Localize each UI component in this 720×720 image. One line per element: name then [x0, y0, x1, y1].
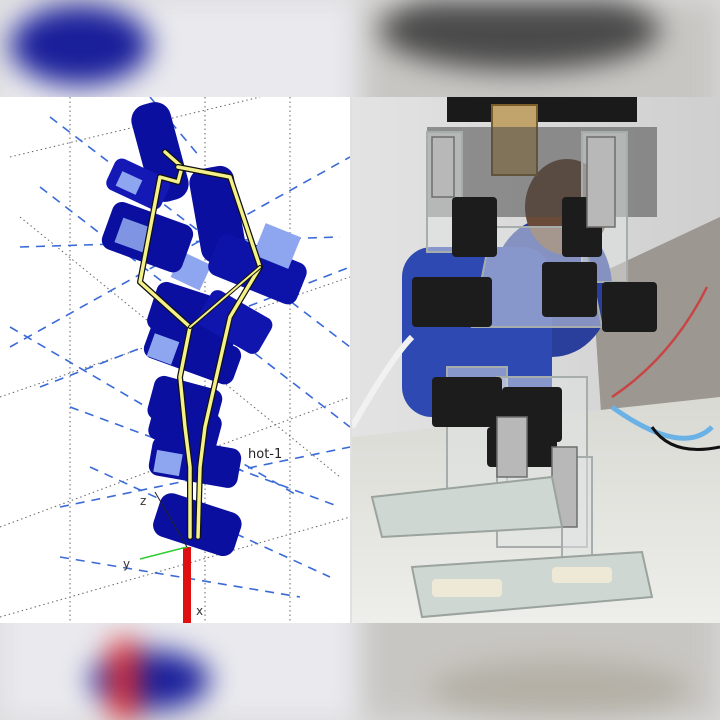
- servo-motors: [412, 197, 657, 467]
- z-axis-label: z: [140, 494, 146, 508]
- robot-photo-panel: [352, 97, 720, 623]
- y-axis-label: y: [123, 557, 130, 571]
- x-axis: [183, 547, 191, 623]
- joint-blocks: [101, 102, 307, 557]
- servo-brackets: [431, 136, 616, 528]
- x-axis-label: x: [196, 604, 203, 618]
- robot-photo: [352, 97, 720, 623]
- world-axes: [139, 491, 191, 623]
- frame-label: hot-1: [248, 447, 282, 462]
- y-axis: [139, 546, 188, 560]
- z-axis: [154, 491, 188, 548]
- robot-leg-simulation: z y x hot-1: [0, 97, 350, 623]
- leg-linkage: [137, 149, 263, 540]
- simulation-panel: z y x hot-1: [0, 97, 350, 623]
- base-plates: [370, 475, 654, 619]
